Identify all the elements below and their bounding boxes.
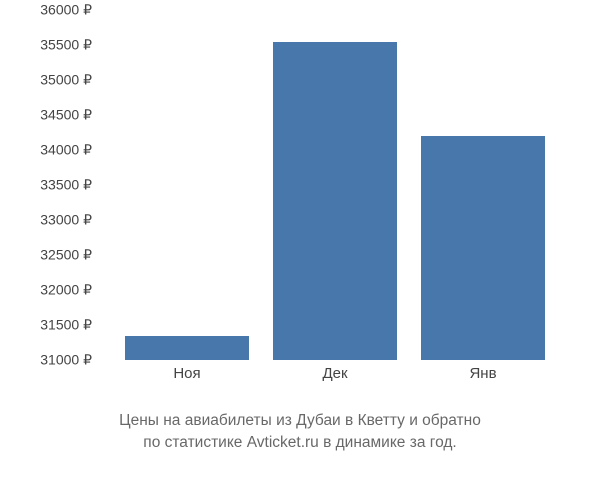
y-tick-label: 36000 ₽ (40, 2, 92, 19)
caption-line-1: Цены на авиабилеты из Дубаи в Кветту и о… (119, 412, 481, 429)
x-axis-labels: Ноя Дек Янв (105, 365, 565, 382)
bar (125, 336, 249, 361)
x-tick-label: Дек (273, 365, 397, 382)
y-axis: 31000 ₽31500 ₽32000 ₽32500 ₽33000 ₽33500… (20, 10, 100, 360)
plot-area (105, 10, 565, 360)
price-bar-chart: 31000 ₽ 31500 ₽ 32000 ₽ 32500 ₽ 33000 ₽ 33500… (20, 10, 580, 390)
caption-line-2: по статистике Avticket.ru в динамике за … (143, 434, 456, 451)
y-tick-label: 34500 ₽ (40, 107, 92, 124)
bar (421, 136, 545, 360)
y-tick-label: 33000 ₽ (40, 212, 92, 229)
y-tick-label: 31500 ₽ (40, 317, 92, 334)
y-tick-label: 32500 ₽ (40, 247, 92, 264)
y-tick-label: 31000 ₽ (40, 352, 92, 369)
bars-container (105, 10, 565, 360)
chart-caption: Цены на авиабилеты из Дубаи в Кветту и о… (0, 410, 600, 455)
y-tick-label: 35500 ₽ (40, 37, 92, 54)
y-tick-label: 34000 ₽ (40, 142, 92, 159)
y-tick-label: 35000 ₽ (40, 72, 92, 89)
bar (273, 42, 397, 361)
y-tick-label: 32000 ₽ (40, 282, 92, 299)
x-tick-label: Ноя (125, 365, 249, 382)
y-tick-label: 33500 ₽ (40, 177, 92, 194)
x-tick-label: Янв (421, 365, 545, 382)
